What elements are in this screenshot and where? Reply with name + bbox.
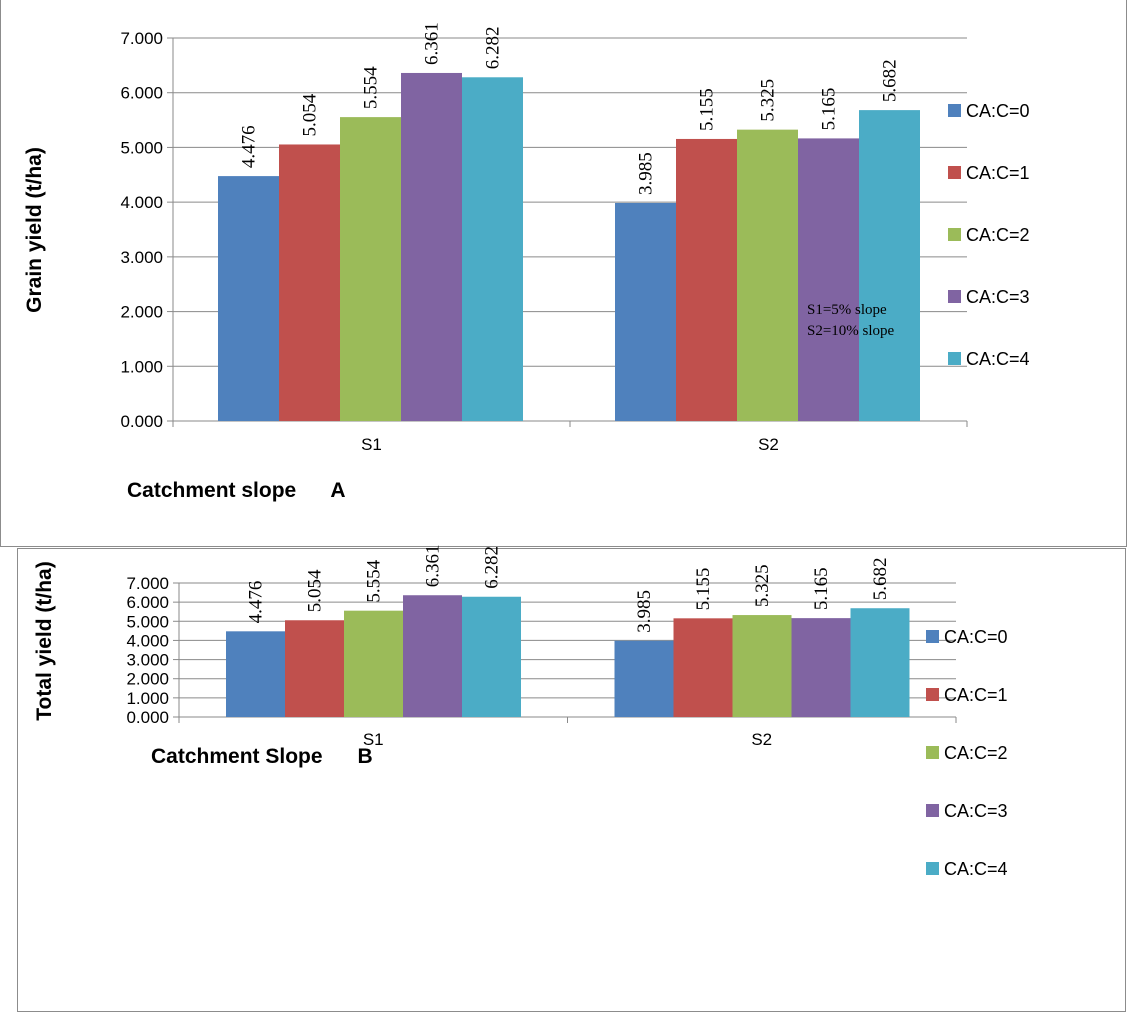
bar bbox=[615, 202, 676, 421]
data-label: 5.165 bbox=[819, 88, 840, 131]
bar bbox=[850, 608, 910, 717]
y-tick-label: 3.000 bbox=[126, 651, 169, 670]
bar bbox=[673, 618, 733, 717]
bar bbox=[344, 610, 403, 717]
bar bbox=[676, 138, 737, 421]
data-label: 5.054 bbox=[305, 569, 326, 612]
data-label: 5.682 bbox=[880, 59, 901, 102]
legend-label: CA:C=1 bbox=[944, 685, 1008, 705]
legend-label: CA:C=3 bbox=[966, 287, 1030, 307]
legend-swatch bbox=[948, 228, 961, 241]
total-yield-chart: 0.0001.0002.0003.0004.0005.0006.0007.000… bbox=[33, 544, 1008, 879]
data-label: 5.682 bbox=[870, 557, 891, 600]
y-tick-label: 0.000 bbox=[120, 412, 163, 431]
legend-swatch bbox=[926, 804, 939, 817]
data-label: 6.282 bbox=[482, 546, 503, 589]
y-tick-label: 7.000 bbox=[126, 574, 169, 593]
legend-swatch bbox=[926, 862, 939, 875]
x-tick-label: S2 bbox=[751, 730, 772, 749]
data-label: 5.165 bbox=[811, 567, 832, 610]
bar bbox=[226, 631, 285, 717]
legend-swatch bbox=[948, 290, 961, 303]
data-label: 5.155 bbox=[697, 88, 718, 131]
legend-swatch bbox=[926, 630, 939, 643]
y-tick-label: 7.000 bbox=[120, 29, 163, 48]
data-label: 5.325 bbox=[758, 79, 779, 122]
legend-swatch bbox=[926, 746, 939, 759]
bar bbox=[732, 615, 792, 717]
bar bbox=[798, 138, 859, 422]
data-label: 4.476 bbox=[246, 581, 267, 624]
slope-note: S1=5% slope bbox=[807, 302, 887, 318]
slope-note: S2=10% slope bbox=[807, 323, 895, 339]
legend-label: CA:C=4 bbox=[966, 349, 1030, 369]
bar bbox=[614, 640, 674, 717]
data-label: 5.554 bbox=[364, 559, 385, 602]
bar bbox=[462, 77, 523, 422]
data-label: 5.155 bbox=[693, 568, 714, 611]
y-tick-label: 5.000 bbox=[120, 138, 163, 157]
bar bbox=[401, 72, 462, 421]
y-tick-label: 2.000 bbox=[120, 303, 163, 322]
y-tick-label: 4.000 bbox=[120, 193, 163, 212]
y-tick-label: 3.000 bbox=[120, 248, 163, 267]
grain-yield-chart: 0.000 1.000 2.000 3.000 4.000 5.000 6.000 7.000… bbox=[23, 22, 1030, 502]
y-tick-label: 4.000 bbox=[126, 631, 169, 650]
legend-label: CA:C=0 bbox=[966, 101, 1030, 121]
legend-swatch bbox=[948, 104, 961, 117]
chart-panel-b: 0.000 1.000 2.000 3.000 4.000 5.000 6.000 7.000… bbox=[17, 544, 1126, 1012]
data-label: 5.054 bbox=[300, 93, 321, 136]
bar bbox=[859, 110, 920, 421]
y-axis-title: Total yield (t/ha) bbox=[33, 561, 56, 720]
y-tick-label: 5.000 bbox=[126, 612, 169, 631]
legend-label: CA:C=2 bbox=[944, 743, 1008, 763]
bar bbox=[737, 129, 798, 421]
x-axis-title: Catchment slope A bbox=[127, 479, 346, 502]
legend-swatch bbox=[926, 688, 939, 701]
legend-label: CA:C=4 bbox=[944, 859, 1008, 879]
data-label: 4.476 bbox=[239, 125, 260, 168]
y-tick-label: 6.000 bbox=[120, 84, 163, 103]
data-label: 6.361 bbox=[423, 544, 444, 587]
x-tick-label: S1 bbox=[361, 435, 382, 454]
legend-label: CA:C=1 bbox=[966, 163, 1030, 183]
chart-panel-a: 0.000 1.000 2.000 3.000 4.000 5.000 6.000 7.000… bbox=[0, 0, 1127, 547]
bar bbox=[218, 176, 279, 421]
data-label: 3.985 bbox=[636, 152, 657, 195]
x-tick-label: S2 bbox=[758, 435, 779, 454]
legend-label: CA:C=0 bbox=[944, 627, 1008, 647]
legend-swatch bbox=[948, 352, 961, 365]
legend-label: CA:C=3 bbox=[944, 801, 1008, 821]
bar bbox=[791, 618, 851, 717]
y-tick-label: 6.000 bbox=[126, 593, 169, 612]
legend-swatch bbox=[948, 166, 961, 179]
x-tick-label: S1 bbox=[363, 730, 384, 749]
bar bbox=[285, 620, 344, 717]
y-tick-label: 1.000 bbox=[126, 689, 169, 708]
data-label: 5.554 bbox=[361, 66, 382, 109]
data-label: 6.282 bbox=[483, 27, 504, 70]
x-axis-title: Catchment Slope B bbox=[151, 745, 373, 768]
y-tick-label: 2.000 bbox=[126, 670, 169, 689]
y-tick-label: 0.000 bbox=[126, 708, 169, 727]
data-label: 5.325 bbox=[752, 564, 773, 607]
data-label: 6.361 bbox=[422, 22, 443, 65]
bar bbox=[403, 595, 462, 717]
bar bbox=[462, 596, 521, 717]
bar bbox=[279, 144, 340, 421]
data-label: 3.985 bbox=[634, 590, 655, 633]
bar bbox=[340, 117, 401, 422]
y-axis-title: Grain yield (t/ha) bbox=[23, 147, 46, 313]
legend-label: CA:C=2 bbox=[966, 225, 1030, 245]
y-tick-label: 1.000 bbox=[120, 357, 163, 376]
